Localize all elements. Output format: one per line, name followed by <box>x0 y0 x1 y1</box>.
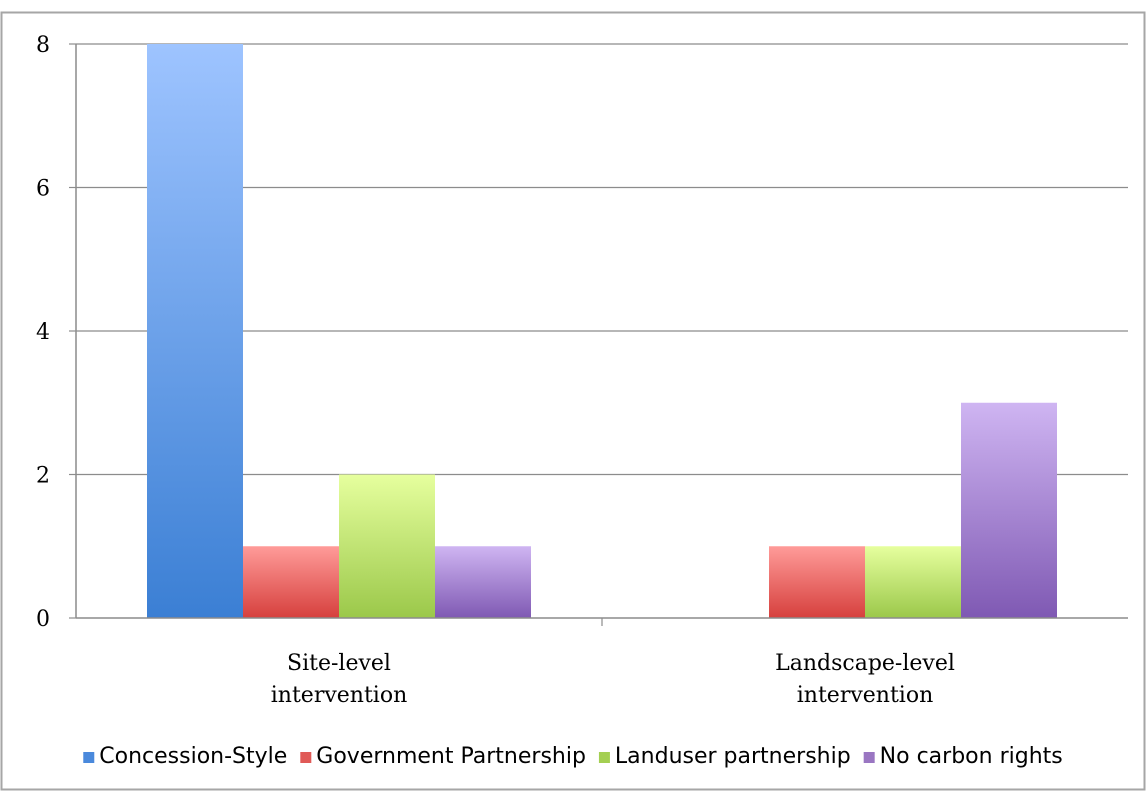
bars <box>147 44 1057 618</box>
legend-label: No carbon rights <box>880 744 1063 769</box>
bar <box>243 546 339 618</box>
y-tick-label: 6 <box>36 177 50 202</box>
bar <box>435 546 531 618</box>
legend-label: Landuser partnership <box>615 744 851 769</box>
bar <box>147 44 243 618</box>
x-tick-label: Site-level intervention <box>271 651 408 708</box>
y-tick-label: 8 <box>36 33 50 58</box>
y-tick-label: 4 <box>36 320 50 345</box>
y-tick-label: 2 <box>36 464 50 489</box>
legend-swatch <box>863 752 875 763</box>
bar <box>961 402 1057 618</box>
y-tick-label: 0 <box>36 607 50 632</box>
legend-swatch <box>83 752 95 763</box>
bar <box>769 546 865 618</box>
legend: Concession-Style Government Partnership La… <box>83 744 1063 769</box>
legend-swatch <box>300 752 312 763</box>
bar <box>339 474 435 618</box>
legend-label: Government Partnership <box>316 744 586 769</box>
gridlines <box>76 43 1128 476</box>
bar <box>865 546 961 618</box>
x-tick-label: Landscape-level intervention <box>775 651 955 708</box>
axes: 0 2 4 6 8 Site-level intervention Landscape-lev… <box>36 33 1128 708</box>
legend-swatch <box>598 752 610 763</box>
legend-label: Concession-Style <box>99 744 287 769</box>
